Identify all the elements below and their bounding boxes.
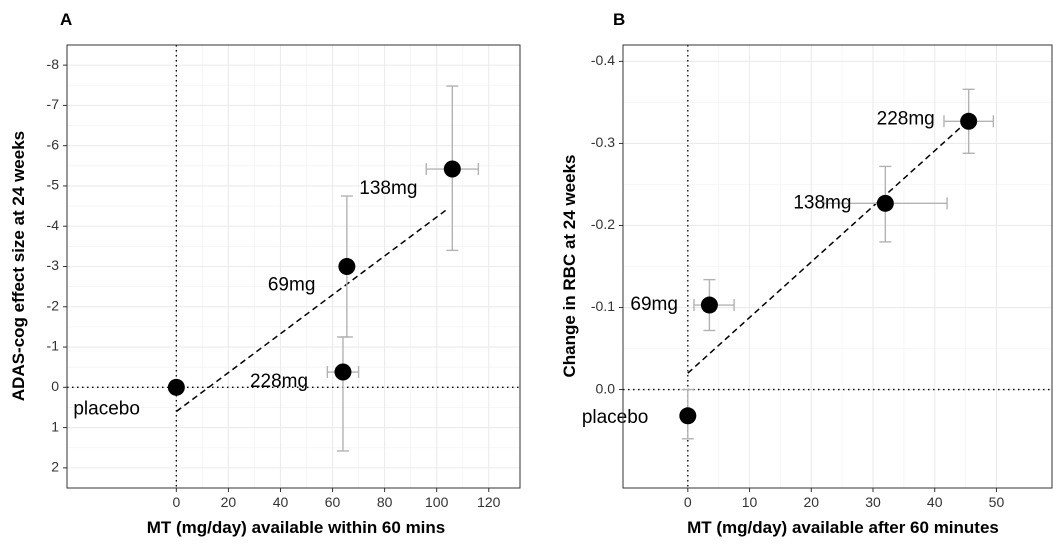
y-axis-title: ADAS-cog effect size at 24 weeks: [9, 131, 28, 401]
point-label-69mg: 69mg: [268, 275, 316, 296]
data-point-228mg: [960, 112, 978, 130]
y-tick-label: 1: [51, 418, 59, 434]
x-tick-label: 40: [927, 494, 943, 510]
y-tick-label: -3: [47, 257, 60, 273]
point-label-138mg: 138mg: [359, 178, 417, 199]
data-point-placebo: [679, 407, 697, 425]
x-tick-label: 20: [803, 494, 819, 510]
x-tick-label: 0: [172, 494, 180, 510]
x-tick-label: 40: [273, 494, 289, 510]
point-label-228mg: 228mg: [250, 371, 308, 392]
y-tick-label: 0.0: [596, 380, 616, 396]
y-axis-title: Change in RBC at 24 weeks: [560, 155, 579, 378]
x-tick-label: 0: [684, 494, 692, 510]
y-tick-label: -2: [47, 297, 60, 313]
panel-a-chart: placebo 228mg 69mg 138mg 0 20 40 60 80 100 120 2 1 0 -…: [9, 10, 521, 537]
fit-line: [175, 208, 448, 413]
y-tick-label: -0.4: [591, 52, 615, 68]
point-label-69mg: 69mg: [630, 294, 678, 315]
point-label-placebo: placebo: [73, 398, 140, 419]
x-tick-label: 100: [425, 494, 449, 510]
data-point-228mg: [334, 363, 352, 381]
x-axis-title: MT (mg/day) available after 60 minutes: [687, 518, 999, 537]
point-label-placebo: placebo: [582, 407, 649, 428]
y-tick-label: -5: [47, 177, 60, 193]
y-tick-label: -4: [47, 217, 60, 233]
panel-letter: B: [613, 10, 625, 29]
data-point-69mg: [338, 258, 356, 275]
panel-letter: A: [60, 10, 72, 29]
data-point-placebo: [167, 378, 185, 396]
x-axis-title: MT (mg/day) available within 60 mins: [147, 518, 446, 537]
x-tick-label: 60: [325, 494, 341, 510]
fit-line: [687, 122, 967, 374]
x-tick-label: 50: [989, 494, 1005, 510]
x-tick-label: 20: [221, 494, 237, 510]
y-tick-label: -6: [47, 136, 60, 152]
y-tick-label: -0.1: [591, 298, 615, 314]
x-tick-label: 30: [865, 494, 881, 510]
y-tick-label: -0.3: [591, 134, 615, 150]
y-tick-label: -1: [47, 338, 60, 354]
point-label-228mg: 228mg: [877, 108, 935, 129]
y-tick-label: -7: [47, 96, 60, 112]
data-point-138mg: [876, 194, 894, 212]
data-point-138mg: [443, 160, 461, 178]
x-tick-label: 10: [742, 494, 758, 510]
x-tick-label: 80: [377, 494, 393, 510]
x-tick-label: 120: [477, 494, 501, 510]
panel-b-chart: placebo 69mg 138mg 228mg 0 10 20 30 40 50 0.0 -0.1 -…: [560, 10, 1053, 537]
point-label-138mg: 138mg: [793, 192, 851, 213]
y-tick-label: -8: [47, 56, 60, 72]
y-tick-label: 2: [51, 459, 59, 475]
y-tick-label: 0: [51, 378, 59, 394]
plot-frame: [622, 44, 1053, 489]
data-point-69mg: [700, 296, 718, 314]
y-tick-label: -0.2: [591, 216, 615, 232]
